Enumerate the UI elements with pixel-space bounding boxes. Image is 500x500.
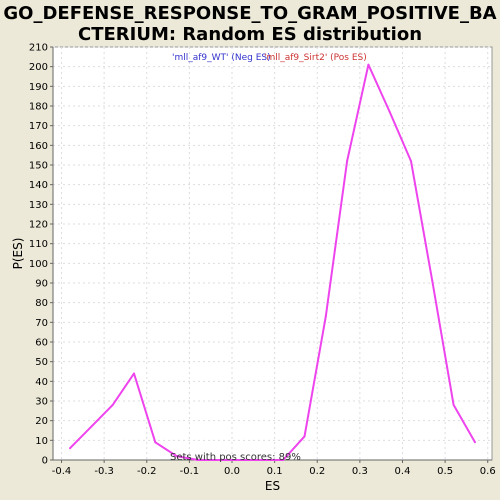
- x-tick-label: -0.4: [52, 466, 72, 477]
- data-point: [388, 110, 391, 113]
- x-tick-label: -0.2: [137, 466, 157, 477]
- x-tick-label: 0.4: [395, 466, 411, 477]
- data-point: [196, 459, 199, 461]
- data-point: [303, 435, 306, 438]
- y-tick-label: 10: [35, 436, 48, 447]
- y-tick-label: 20: [35, 416, 48, 427]
- chart-title: GO_DEFENSE_RESPONSE_TO_GRAM_POSITIVE_BAC…: [3, 3, 496, 45]
- y-tick-label: 150: [29, 161, 48, 172]
- data-point: [154, 441, 157, 444]
- data-point: [111, 403, 114, 406]
- x-tick-label: 0.3: [352, 466, 368, 477]
- x-tick-label: -0.1: [180, 466, 200, 477]
- data-point: [282, 459, 285, 461]
- x-tick-label: 0.5: [437, 466, 453, 477]
- y-tick-label: 90: [35, 279, 48, 290]
- y-tick-label: 210: [29, 43, 48, 54]
- data-point: [175, 455, 178, 458]
- data-point: [473, 441, 476, 444]
- series-line: [69, 63, 476, 461]
- data-point: [452, 403, 455, 406]
- y-tick-label: 70: [35, 318, 48, 329]
- legend-entry-neg: 'mll_af9_WT' (Neg ES): [172, 53, 271, 63]
- data-point: [90, 425, 93, 428]
- data-point: [69, 447, 72, 450]
- x-tick-label: 0.6: [480, 466, 496, 477]
- y-tick-label: 120: [29, 220, 48, 231]
- data-point: [132, 372, 135, 375]
- y-tick-label: 190: [29, 82, 48, 93]
- y-axis-label: P(ES): [11, 238, 25, 270]
- chart-title-line: GO_DEFENSE_RESPONSE_TO_GRAM_POSITIVE_BA: [3, 3, 496, 24]
- y-tick-label: 40: [35, 377, 48, 388]
- x-tick-label: 0.2: [309, 466, 325, 477]
- data-point: [239, 459, 242, 461]
- data-point: [367, 63, 370, 66]
- series-group: [69, 63, 476, 461]
- data-point: [260, 459, 263, 461]
- y-tick-label: 50: [35, 357, 48, 368]
- x-tick-label: -0.3: [94, 466, 114, 477]
- chart-title-line: CTERIUM: Random ES distribution: [78, 24, 422, 45]
- y-tick-label: 200: [29, 62, 48, 73]
- y-tick-label: 60: [35, 338, 48, 349]
- data-point: [410, 160, 413, 163]
- y-tick-label: 100: [29, 259, 48, 270]
- data-point: [218, 459, 221, 461]
- data-point: [346, 160, 349, 163]
- legend-entry-pos: 'mll_af9_Sirt2' (Pos ES): [264, 53, 367, 63]
- y-tick-label: 110: [29, 239, 48, 250]
- y-tick-label: 80: [35, 298, 48, 309]
- x-tick-label: 0.0: [224, 466, 240, 477]
- y-tick-label: 0: [42, 456, 48, 467]
- y-tick-label: 180: [29, 102, 48, 113]
- plot-area: [52, 46, 493, 461]
- legend: 'mll_af9_WT' (Neg ES)'mll_af9_Sirt2' (Po…: [172, 53, 367, 63]
- data-point: [431, 280, 434, 283]
- annotation-text: Sets with pos scores: 89%: [170, 452, 301, 463]
- y-tick-label: 140: [29, 180, 48, 191]
- x-tick-label: 0.1: [267, 466, 283, 477]
- y-tick-label: 30: [35, 397, 48, 408]
- y-tick-label: 160: [29, 141, 48, 152]
- y-tick-label: 130: [29, 200, 48, 211]
- data-point: [324, 315, 327, 318]
- y-tick-label: 170: [29, 121, 48, 132]
- x-axis-label: ES: [265, 479, 280, 493]
